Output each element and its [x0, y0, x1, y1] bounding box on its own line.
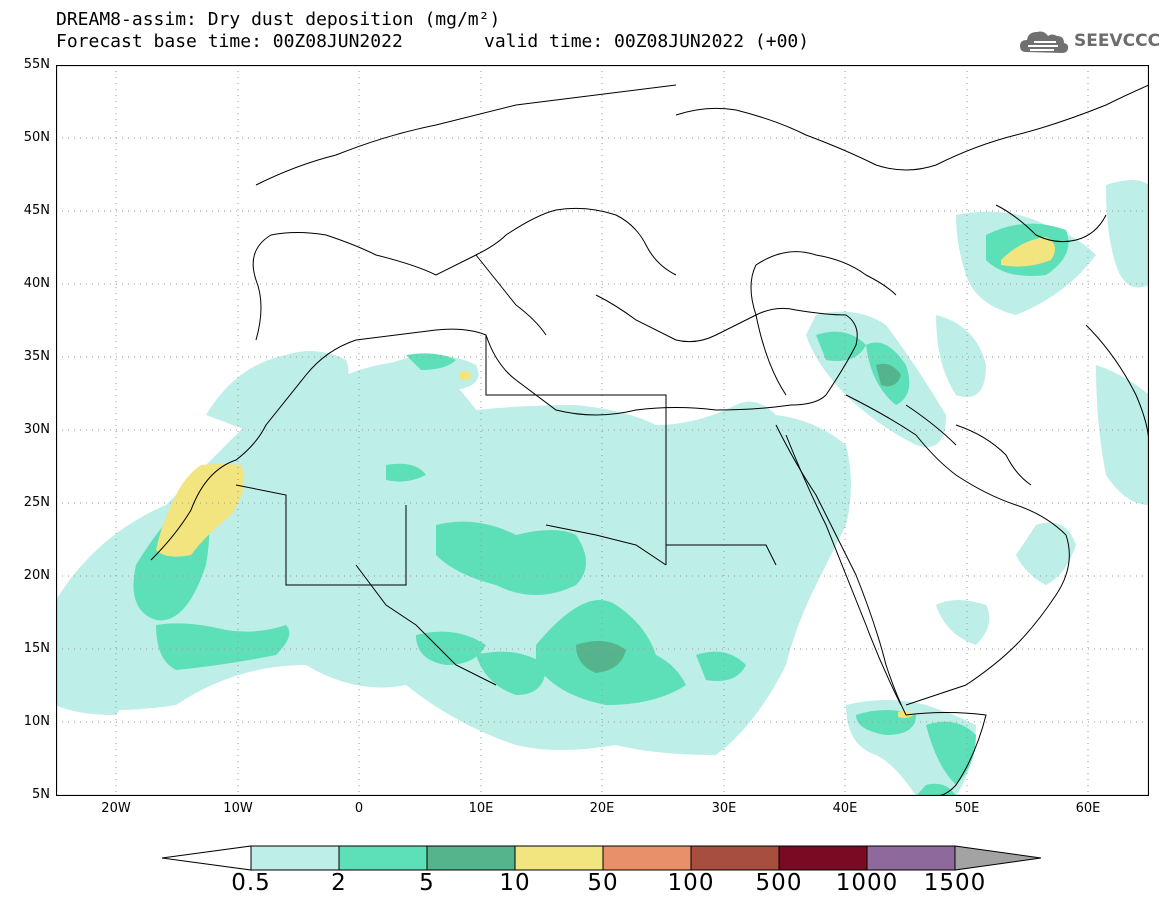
lat-label: 40N	[23, 276, 50, 291]
legend-swatch	[514, 845, 604, 871]
lon-label: 0	[354, 801, 364, 816]
lat-label: 50N	[23, 130, 50, 145]
legend-threshold-label: 1000	[835, 870, 899, 896]
lon-label: 60E	[1075, 801, 1101, 816]
legend-swatch	[250, 845, 340, 871]
legend-threshold-label: 2	[331, 870, 347, 896]
legend-threshold-label: 10	[499, 870, 531, 896]
cloud-icon	[1020, 31, 1069, 53]
lon-label: 30E	[711, 801, 737, 816]
lon-label: 50E	[954, 801, 980, 816]
logo-text: SEEVCCC	[1074, 31, 1161, 51]
dust-deposition-map	[56, 65, 1149, 796]
map-frame	[56, 65, 1149, 796]
legend-swatch	[954, 845, 1042, 871]
lat-label: 10N	[23, 714, 50, 729]
contour-level-10	[156, 237, 1055, 719]
lon-label: 20W	[101, 801, 131, 816]
legend-threshold-label: 0.5	[231, 870, 271, 896]
lon-label: 40E	[832, 801, 858, 816]
lat-label: 35N	[23, 349, 50, 364]
lat-label: 25N	[23, 495, 50, 510]
forecast-base-time: Forecast base time: 00Z08JUN2022	[56, 31, 403, 52]
lat-label: 30N	[23, 422, 50, 437]
seevccc-logo: SEEVCCC	[1018, 26, 1160, 60]
coastlines	[150, 84, 1149, 796]
legend-colorbar	[162, 845, 1042, 871]
lat-label: 5N	[32, 787, 50, 802]
lon-label: 10E	[468, 801, 494, 816]
legend-swatch	[338, 845, 428, 871]
lat-label: 20N	[23, 568, 50, 583]
legend-swatch	[866, 845, 956, 871]
legend-threshold-label: 50	[587, 870, 619, 896]
legend-swatch	[162, 845, 252, 871]
contour-level-5	[576, 363, 901, 673]
lat-label: 15N	[23, 641, 50, 656]
lon-label: 20E	[589, 801, 615, 816]
legend-threshold-label: 5	[419, 870, 435, 896]
legend-swatch	[426, 845, 516, 871]
lat-label: 45N	[23, 203, 50, 218]
legend-threshold-label: 100	[667, 870, 715, 896]
legend-swatch	[602, 845, 692, 871]
legend-swatch	[778, 845, 868, 871]
map-title: DREAM8-assim: Dry dust deposition (mg/m²…	[56, 9, 501, 30]
valid-time: valid time: 00Z08JUN2022 (+00)	[484, 31, 810, 52]
legend-swatch	[690, 845, 780, 871]
legend-threshold-label: 500	[755, 870, 803, 896]
lat-label: 55N	[23, 57, 50, 72]
legend-threshold-label: 1500	[923, 870, 987, 896]
lon-label: 10W	[223, 801, 253, 816]
dust-contours	[56, 180, 1149, 796]
